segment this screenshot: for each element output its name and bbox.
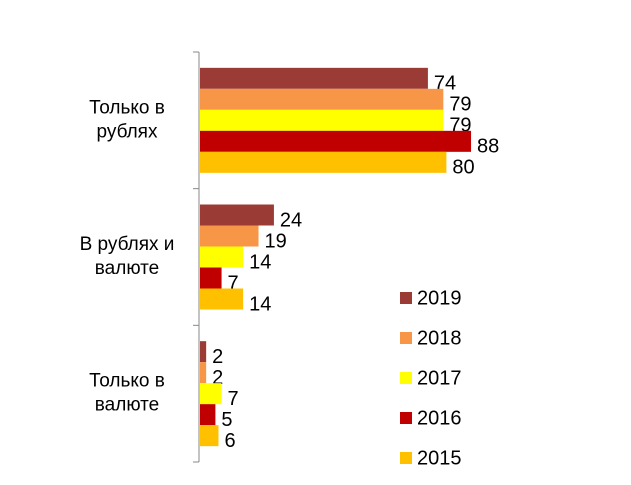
bar (200, 88, 444, 110)
bar (200, 130, 472, 152)
legend-label: 2016 (417, 407, 462, 429)
bar (200, 246, 244, 268)
bar (200, 288, 244, 310)
bar (200, 362, 207, 384)
category-label: Только в (89, 371, 165, 392)
value-label: 6 (224, 430, 235, 452)
bar (200, 383, 222, 405)
value-label: 19 (265, 230, 287, 252)
value-label: 24 (280, 209, 302, 231)
bar (200, 425, 219, 447)
legend-swatch (400, 372, 412, 384)
legend-label: 2017 (417, 367, 462, 389)
value-label: 79 (449, 94, 471, 116)
value-label: 14 (249, 293, 271, 315)
category-label: Только в (89, 97, 165, 118)
bar (200, 267, 222, 289)
legend-swatch (400, 332, 412, 344)
bar (200, 341, 207, 363)
value-label: 2 (212, 367, 223, 389)
value-label: 14 (249, 251, 271, 273)
value-label: 80 (452, 157, 474, 179)
bar (200, 404, 216, 426)
category-label: валюте (95, 258, 159, 279)
bar (200, 109, 444, 131)
value-label: 7 (228, 272, 239, 294)
bar (200, 67, 428, 89)
bar (200, 225, 259, 247)
bar (200, 204, 274, 226)
legend-swatch (400, 452, 412, 464)
legend-label: 2018 (417, 327, 462, 349)
value-label: 7 (228, 388, 239, 410)
legend-label: 2015 (417, 447, 462, 469)
category-label: валюте (95, 395, 159, 416)
legend-label: 2019 (417, 287, 462, 309)
value-label: 5 (221, 409, 232, 431)
legend-swatch (400, 292, 412, 304)
value-label: 2 (212, 346, 223, 368)
legend-swatch (400, 412, 412, 424)
category-label: В рублях и (80, 234, 175, 255)
category-label: рублях (97, 121, 158, 142)
value-label: 88 (477, 136, 499, 158)
bar (200, 151, 447, 173)
